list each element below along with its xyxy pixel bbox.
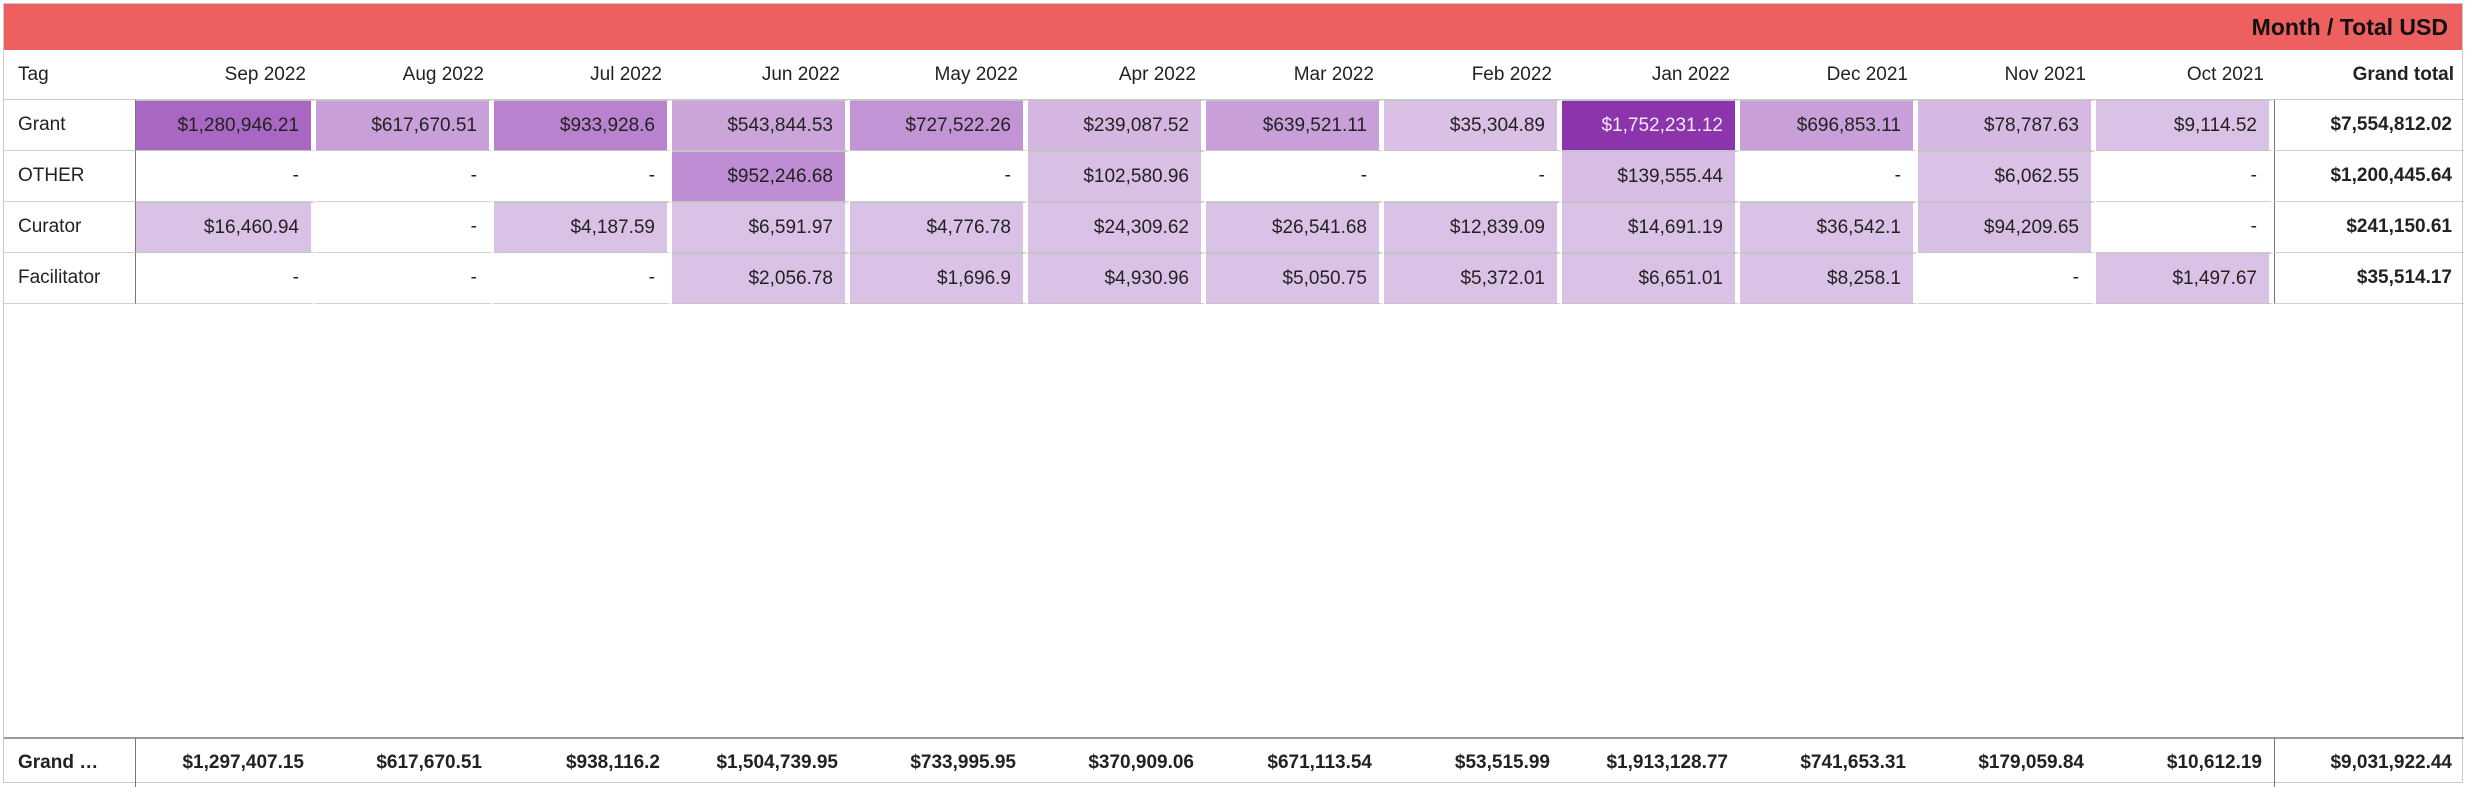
column-grand-total: $741,653.31 [1740,737,1918,787]
column-grand-total: $1,297,407.15 [136,737,316,787]
row-header-tag: Curator [4,202,136,253]
value-cell: $4,930.96 [1028,253,1206,304]
column-grand-total: $671,113.54 [1206,737,1384,787]
pivot-table: Tag Sep 2022 Aug 2022 Jul 2022 Jun 2022 … [4,50,2464,787]
value-cell: $35,304.89 [1384,100,1562,151]
value-cell: $1,696.9 [850,253,1028,304]
table-title: Month / Total USD [2251,14,2448,40]
value-cell: $1,497.67 [2096,253,2274,304]
value-cell: $1,280,946.21 [136,100,316,151]
table-row: OTHER - - - $952,246.68 - $102,580.96 - … [4,151,2464,202]
value-cell: - [2096,151,2274,202]
row-grand-total: $241,150.61 [2274,202,2464,253]
grand-total-row: Grand … $1,297,407.15 $617,670.51 $938,1… [4,737,2464,787]
column-header-month[interactable]: Nov 2021 [1918,50,2096,100]
column-header-grand-total[interactable]: Grand total [2274,50,2464,100]
value-cell: - [494,253,672,304]
value-cell: - [316,253,494,304]
column-header-tag[interactable]: Tag [4,50,136,100]
value-cell: $16,460.94 [136,202,316,253]
column-grand-total: $617,670.51 [316,737,494,787]
column-grand-total: $370,909.06 [1028,737,1206,787]
empty-table-space [4,304,2464,737]
value-cell: $1,752,231.12 [1562,100,1740,151]
value-cell: $543,844.53 [672,100,850,151]
value-cell: - [1740,151,1918,202]
column-grand-total: $1,504,739.95 [672,737,850,787]
value-cell: - [316,151,494,202]
pivot-table-widget: Month / Total USD Tag Sep 2022 Aug 2022 … [3,3,2464,787]
value-cell: - [316,202,494,253]
column-header-month[interactable]: Aug 2022 [316,50,494,100]
value-cell: - [850,151,1028,202]
row-grand-total: $1,200,445.64 [2274,151,2464,202]
value-cell: $94,209.65 [1918,202,2096,253]
row-header-tag: Grant [4,100,136,151]
value-cell: $8,258.1 [1740,253,1918,304]
value-cell: $139,555.44 [1562,151,1740,202]
value-cell: $4,776.78 [850,202,1028,253]
empty-table-area [4,304,2464,737]
row-grand-total: $35,514.17 [2274,253,2464,304]
value-cell: $4,187.59 [494,202,672,253]
value-cell: $78,787.63 [1918,100,2096,151]
value-cell: $5,050.75 [1206,253,1384,304]
column-grand-total: $179,059.84 [1918,737,2096,787]
column-header-month[interactable]: Mar 2022 [1206,50,1384,100]
value-cell: $14,691.19 [1562,202,1740,253]
value-cell: $9,114.52 [2096,100,2274,151]
table-title-bar: Month / Total USD [4,4,2462,50]
overall-grand-total: $9,031,922.44 [2274,737,2464,787]
value-cell: $696,853.11 [1740,100,1918,151]
value-cell: $952,246.68 [672,151,850,202]
table-row: Facilitator - - - $2,056.78 $1,696.9 $4,… [4,253,2464,304]
value-cell: $2,056.78 [672,253,850,304]
value-cell: $36,542.1 [1740,202,1918,253]
value-cell: - [1384,151,1562,202]
value-cell: $617,670.51 [316,100,494,151]
column-grand-total: $10,612.19 [2096,737,2274,787]
value-cell: $933,928.6 [494,100,672,151]
value-cell: $6,591.97 [672,202,850,253]
column-grand-total: $1,913,128.77 [1562,737,1740,787]
value-cell: - [1206,151,1384,202]
grand-total-row-label: Grand … [4,737,136,787]
value-cell: $639,521.11 [1206,100,1384,151]
value-cell: $6,651.01 [1562,253,1740,304]
column-grand-total: $53,515.99 [1384,737,1562,787]
column-grand-total: $938,116.2 [494,737,672,787]
column-header-month[interactable]: Jan 2022 [1562,50,1740,100]
header-row: Tag Sep 2022 Aug 2022 Jul 2022 Jun 2022 … [4,50,2464,100]
row-grand-total: $7,554,812.02 [2274,100,2464,151]
row-header-tag: Facilitator [4,253,136,304]
column-header-month[interactable]: Feb 2022 [1384,50,1562,100]
value-cell: $239,087.52 [1028,100,1206,151]
column-header-month[interactable]: May 2022 [850,50,1028,100]
value-cell: $26,541.68 [1206,202,1384,253]
column-header-month[interactable]: Apr 2022 [1028,50,1206,100]
table-row: Curator $16,460.94 - $4,187.59 $6,591.97… [4,202,2464,253]
column-header-month[interactable]: Dec 2021 [1740,50,1918,100]
value-cell: - [136,151,316,202]
value-cell: - [494,151,672,202]
value-cell: $24,309.62 [1028,202,1206,253]
value-cell: - [136,253,316,304]
row-header-tag: OTHER [4,151,136,202]
column-header-month[interactable]: Jul 2022 [494,50,672,100]
column-header-month[interactable]: Jun 2022 [672,50,850,100]
value-cell: $12,839.09 [1384,202,1562,253]
column-grand-total: $733,995.95 [850,737,1028,787]
value-cell: $727,522.26 [850,100,1028,151]
value-cell: $102,580.96 [1028,151,1206,202]
table-row: Grant $1,280,946.21 $617,670.51 $933,928… [4,100,2464,151]
value-cell: - [1918,253,2096,304]
value-cell: $5,372.01 [1384,253,1562,304]
column-header-month[interactable]: Sep 2022 [136,50,316,100]
value-cell: - [2096,202,2274,253]
value-cell: $6,062.55 [1918,151,2096,202]
column-header-month[interactable]: Oct 2021 [2096,50,2274,100]
